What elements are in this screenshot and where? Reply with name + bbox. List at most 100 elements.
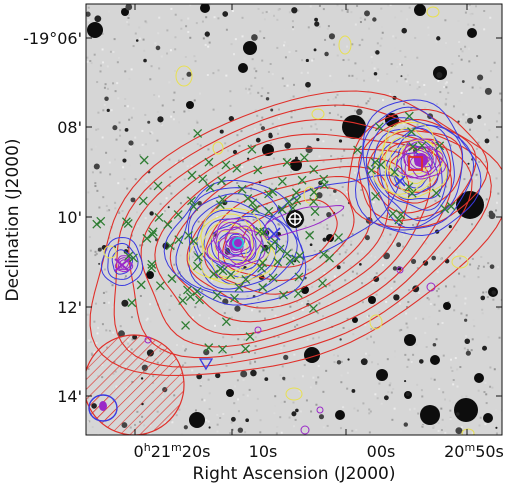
noise-speck (346, 317, 349, 320)
noise-speck (283, 344, 286, 347)
noise-speck (368, 412, 371, 415)
star (295, 408, 299, 413)
star (200, 4, 210, 13)
noise-speck (87, 191, 90, 194)
galaxy-marker (325, 253, 334, 263)
galaxy-marker (268, 273, 278, 283)
noise-speck (330, 155, 333, 158)
noise-speck (132, 107, 135, 110)
noise-speck (406, 326, 409, 329)
x-axis-title: Right Ascension (J2000) (193, 464, 396, 484)
noise-speck (309, 5, 312, 8)
noise-speck (210, 279, 213, 282)
noise-speck (399, 63, 402, 66)
noise-speck (366, 357, 369, 360)
noise-speck (107, 10, 110, 13)
galaxy-marker (295, 251, 305, 261)
noise-speck (179, 254, 182, 257)
noise-speck (347, 58, 350, 61)
noise-speck (365, 227, 368, 230)
noise-speck (279, 416, 282, 419)
star (488, 212, 496, 220)
noise-speck (487, 336, 490, 339)
noise-speck (187, 132, 190, 135)
noise-speck (344, 251, 347, 254)
noise-speck (437, 295, 440, 298)
noise-speck (306, 338, 309, 341)
noise-speck (313, 249, 316, 252)
noise-speck (114, 90, 117, 93)
noise-speck (138, 26, 141, 29)
noise-speck (184, 405, 187, 408)
noise-speck (208, 331, 211, 334)
noise-speck (272, 157, 275, 160)
galaxy-marker (187, 170, 197, 180)
noise-speck (317, 365, 320, 368)
noise-speck (340, 6, 343, 9)
noise-speck (170, 294, 173, 297)
noise-speck (194, 60, 197, 63)
noise-speck (116, 82, 119, 85)
noise-speck (191, 369, 194, 372)
noise-speck (278, 127, 281, 130)
star (336, 265, 341, 270)
noise-speck (199, 92, 202, 95)
noise-speck (340, 154, 343, 157)
noise-speck (468, 4, 471, 7)
noise-speck (403, 234, 406, 237)
noise-speck (127, 14, 130, 17)
galaxy-marker (435, 141, 445, 151)
star (130, 197, 136, 203)
noise-speck (458, 272, 461, 275)
noise-speck (340, 115, 343, 118)
noise-speck (282, 44, 285, 47)
noise-speck (330, 128, 333, 131)
noise-speck (254, 109, 257, 112)
galaxy-marker (165, 241, 175, 251)
noise-speck (109, 227, 112, 230)
noise-speck (255, 158, 258, 161)
noise-speck (493, 428, 496, 431)
yellow-contour (426, 6, 440, 18)
galaxy-marker (273, 257, 283, 267)
noise-speck (289, 300, 292, 303)
noise-speck (329, 194, 332, 197)
noise-speck (110, 109, 113, 112)
noise-speck (420, 389, 423, 392)
noise-speck (477, 265, 480, 268)
noise-speck (454, 253, 457, 256)
noise-speck (288, 11, 291, 14)
noise-speck (322, 390, 325, 393)
noise-speck (351, 270, 354, 273)
noise-speck (467, 315, 470, 318)
noise-speck (368, 253, 371, 256)
noise-speck (256, 397, 259, 400)
noise-speck (483, 123, 486, 126)
noise-speck (355, 181, 358, 184)
star (347, 358, 350, 361)
noise-speck (404, 55, 407, 58)
purple-contour (218, 226, 252, 258)
noise-speck (283, 85, 286, 88)
noise-speck (288, 51, 291, 54)
noise-speck (191, 340, 194, 343)
star (167, 206, 170, 209)
noise-speck (421, 425, 424, 428)
galaxy-marker (192, 287, 202, 296)
purple-contour (406, 146, 434, 173)
noise-speck (199, 383, 202, 386)
noise-speck (297, 9, 300, 12)
noise-speck (231, 9, 234, 12)
noise-speck (205, 419, 208, 422)
noise-speck (326, 224, 329, 227)
yellow-contour (389, 139, 429, 185)
noise-speck (326, 27, 329, 30)
noise-speck (340, 374, 343, 377)
noise-speck (113, 158, 116, 161)
noise-speck (97, 326, 100, 329)
noise-speck (387, 391, 390, 394)
noise-speck (331, 266, 334, 269)
noise-speck (436, 103, 439, 106)
noise-speck (386, 139, 389, 142)
noise-speck (145, 319, 148, 322)
